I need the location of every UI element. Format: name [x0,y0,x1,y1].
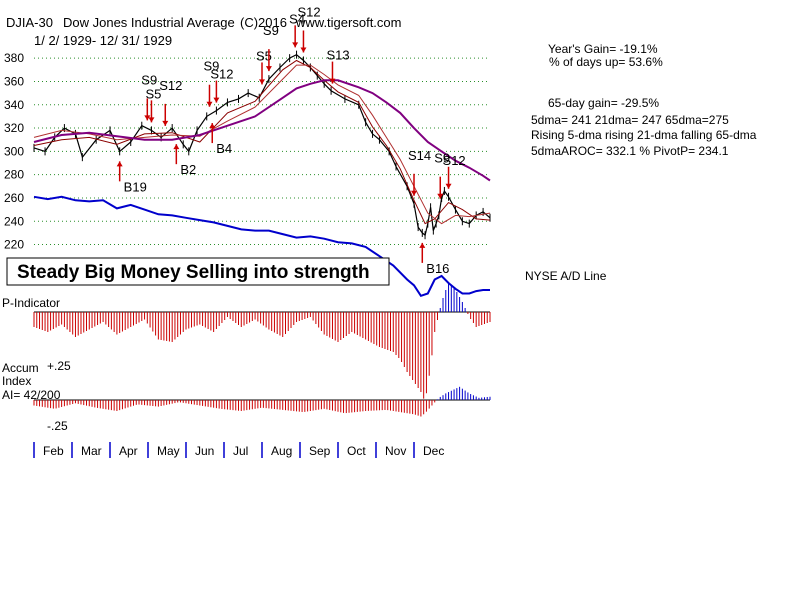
signal-label: S9 [141,72,157,87]
header-symbol: DJIA-30 [6,15,53,30]
buy-arrowhead [173,144,180,150]
series-layer [33,50,491,297]
sell-arrowhead [144,115,151,121]
month-axis: Feb Mar Apr May Jun Jul Aug Sep Oct Nov Dec [33,442,490,458]
signal-label: S9 [263,23,279,38]
signal-label: B16 [426,261,449,276]
month-label: Mar [81,444,102,458]
headline-box [6,257,390,286]
signals-layer: B19S9S5S12B2S9S12B4S5S9S4S12S13S14B16S9S… [116,4,466,276]
month-label: Jul [233,444,248,458]
stat-pct-days-up: % of days up= 53.6% [549,55,663,69]
sell-arrowhead [329,78,336,84]
month-label: Apr [119,444,138,458]
header-title: Dow Jones Industrial Average [63,15,235,30]
stat-aroc: 5dmaAROC= 332.1 % PivotP= 234.1 [531,144,729,158]
series-5-dma [33,59,491,225]
accum-index-panel [33,386,491,417]
signal-label: S5 [145,86,161,101]
sell-arrowhead [259,79,265,85]
signal-label: S12 [297,4,320,19]
y-tick-label: 340 [4,98,24,112]
signal-label: S5 [256,48,272,63]
y-tick-label: 300 [4,144,24,158]
accum-label: Accum [2,361,39,375]
sell-arrowhead [148,117,155,123]
signal-label: B19 [124,179,147,194]
month-label: Sep [309,444,331,458]
y-tick-label: 260 [4,191,24,205]
stat-dma-trend: Rising 5-dma rising 21-dma falling 65-dm… [531,128,757,142]
signal-label: S12 [443,153,466,168]
price-axis-labels: 220 240 260 280 300 320 340 360 380 [4,51,24,251]
signal-label: S4 [289,11,305,26]
minus25-label: -.25 [47,419,68,433]
signal-label: S9 [203,59,219,74]
p-indicator-panel [33,282,491,399]
y-tick-label: 220 [4,238,24,252]
stat-65day-gain: 65-day gain= -29.5% [548,96,659,110]
y-tick-label: 380 [4,51,24,65]
y-tick-label: 360 [4,74,24,88]
sell-arrowhead [437,193,444,199]
signal-label: S12 [159,78,182,93]
sell-arrowhead [265,66,272,72]
ad-line-label: NYSE A/D Line [525,269,607,283]
stat-dma-values: 5dma= 241 21dma= 247 65dma=275 [531,113,729,127]
sell-arrowhead [213,97,220,103]
index-label: Index [2,374,31,388]
month-label: May [157,444,180,458]
buy-arrowhead [116,161,123,167]
signal-label: S9 [434,151,450,166]
sell-arrowhead [162,120,169,126]
month-label: Aug [271,444,292,458]
y-tick-label: 320 [4,121,24,135]
month-label: Nov [385,444,406,458]
signal-label: B2 [180,162,196,177]
signal-label: S13 [326,48,349,63]
header-copyright: (C)2016 [240,15,287,30]
signal-label: S12 [210,67,233,82]
signal-label: B4 [216,141,232,156]
month-label: Jun [195,444,214,458]
series-djia-close [33,53,491,237]
sell-arrowhead [292,42,299,48]
sell-arrowhead [411,190,417,196]
month-label: Feb [43,444,64,458]
y-tick-label: 280 [4,168,24,182]
month-label: Dec [423,444,444,458]
series-nyse-a-d-line [33,195,490,297]
signal-label: S14 [408,148,431,163]
header-date-range: 1/ 2/ 1929- 12/ 31/ 1929 [34,33,172,48]
series-65-dma [33,79,491,182]
sell-arrowhead [445,183,452,189]
sell-arrowhead [206,101,213,107]
stat-years-gain: Year's Gain= -19.1% [548,42,658,56]
buy-arrowhead [209,123,216,129]
plus25-label: +.25 [47,359,71,373]
header-site: www.tigersoft.com [295,15,401,30]
y-tick-label: 240 [4,214,24,228]
buy-arrowhead [419,242,426,248]
p-indicator-label: P-Indicator [2,296,60,310]
ai-value-label: AI= 42/200 [2,388,61,402]
series-21-dma [33,64,491,225]
month-label: Oct [347,444,366,458]
sell-arrowhead [300,47,307,53]
headline-text: Steady Big Money Selling into strength [17,262,370,283]
